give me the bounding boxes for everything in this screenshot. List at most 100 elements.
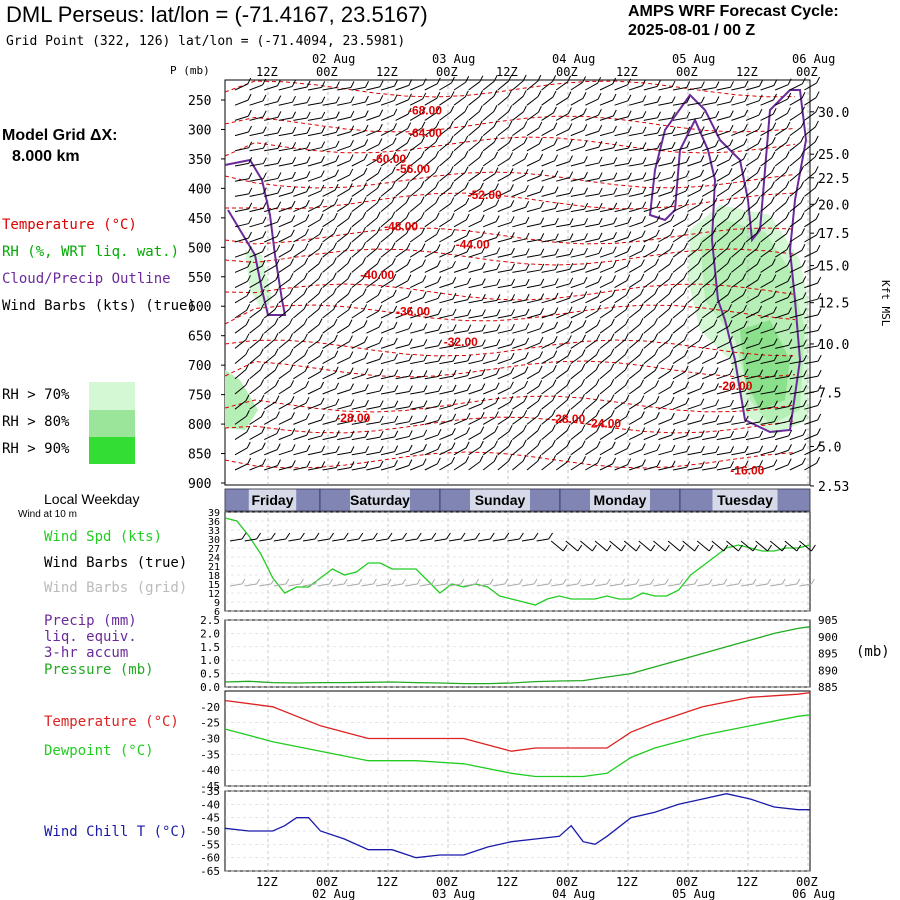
wind-barb (497, 158, 510, 167)
wind-barb (482, 402, 496, 410)
wind-barb-flag (551, 424, 556, 431)
wind-barb-flag (464, 166, 469, 173)
grid-wind-barb (259, 583, 272, 587)
wind-barb-flag (480, 412, 485, 419)
wind-barb (322, 436, 337, 441)
wind-barb-flag (668, 272, 673, 280)
wind-barb (731, 310, 744, 319)
wind-barb-flag (405, 211, 410, 219)
wind-barb (424, 112, 437, 121)
wind-barb (263, 354, 276, 364)
wind-barb (395, 360, 410, 365)
wind-barb-flag (510, 232, 515, 239)
wind-barb-flag (686, 111, 691, 119)
wind-barb-flag (350, 399, 355, 406)
wind-barb-flag (391, 211, 396, 219)
wind-barb (526, 371, 540, 380)
wind-barb (687, 388, 701, 395)
wind-barb-flag (625, 410, 630, 417)
wind-barb (366, 217, 378, 228)
label-pressure: Pressure (mb) (44, 662, 154, 678)
cloud-outlines (224, 89, 808, 434)
wind-barb-flag (465, 197, 470, 205)
wind-barb-flag (655, 412, 660, 419)
wind-barb-flag (773, 444, 778, 452)
wind-barb (293, 323, 305, 334)
wind-barb-flag (741, 211, 746, 219)
wind-barb (701, 174, 715, 182)
wind-barb-flag (686, 156, 690, 163)
wind-barb (482, 446, 495, 456)
wind-barb-flag (540, 248, 545, 255)
label-dewpoint: Dewpoint (°C) (44, 743, 154, 759)
wind-barb-flag (817, 384, 822, 392)
wind-barb (628, 339, 641, 349)
wind-barb-flag (597, 456, 602, 464)
wind-barb (482, 126, 495, 136)
wind-barb (483, 221, 497, 228)
surface-wind-barb (405, 538, 418, 542)
wind-barb (672, 451, 687, 456)
wind-barb-flag (364, 368, 369, 375)
wind-barb (512, 142, 525, 152)
wind-barb (658, 249, 671, 258)
wind-barb-flag (612, 77, 617, 85)
wind-barb (774, 142, 787, 152)
wind-barb (337, 101, 352, 106)
wind-barb (526, 207, 541, 213)
wind-barb (658, 293, 670, 304)
wind-barb (278, 147, 293, 152)
wind-barb (439, 375, 454, 380)
wind-barb-flag (306, 156, 311, 163)
wind-barb (789, 281, 803, 289)
wind-barb-flag (408, 444, 413, 452)
wind-barb (570, 161, 585, 167)
surface-wind-barb-flag (270, 532, 276, 540)
wind-barb-flag (756, 242, 761, 249)
wind-barb-flag (743, 320, 748, 328)
wind-barb (789, 463, 803, 471)
wind-barb (672, 278, 685, 288)
wind-barb (249, 163, 264, 167)
wind-barb-flag (584, 202, 589, 210)
wind-barb-flag (773, 306, 778, 313)
wind-barb-flag (451, 456, 455, 464)
wind-barb (366, 451, 381, 456)
wind-barb (512, 401, 525, 410)
wind-barb-flag (728, 336, 733, 343)
wind-barb-flag (627, 126, 632, 133)
wind-barb-flag (379, 352, 384, 360)
wind-barb-flag (552, 90, 557, 98)
wind-barb-flag (612, 275, 617, 282)
wind-barb (745, 143, 759, 152)
wind-barb (716, 86, 731, 91)
wind-barb-flag (304, 333, 308, 341)
wind-barb-flag (624, 333, 629, 340)
wind-barb (453, 418, 468, 425)
legend-wind: Wind Barbs (kts) (true) (2, 298, 196, 314)
wind-barb (687, 117, 702, 121)
wind-barb-flag (525, 216, 530, 224)
wind-barb (263, 323, 276, 334)
wind-barb-flag (668, 318, 673, 325)
wind-barb-flag (292, 142, 297, 149)
wind-barb-flag (613, 217, 618, 224)
wind-barb (570, 253, 585, 258)
wind-barb-flag (597, 276, 602, 283)
wind-barb (745, 128, 759, 137)
wind-barb (731, 232, 743, 243)
wind-barb (716, 202, 729, 213)
wind-barb (234, 400, 247, 410)
wind-barb-flag (552, 106, 557, 114)
wind-barb (526, 460, 539, 471)
wind-barb (337, 420, 351, 425)
wind-barb (439, 111, 451, 121)
wind-barb-flag (290, 396, 295, 403)
height-tick-label: 30.0 (818, 106, 849, 121)
grid-wind-barb-flag (752, 578, 757, 585)
wind-barb-flag (569, 187, 574, 194)
grid-wind-barb-flag (329, 578, 334, 585)
wind-barb-flag (362, 211, 367, 219)
wind-barb-flag (801, 77, 806, 85)
wind-barb (497, 95, 509, 106)
